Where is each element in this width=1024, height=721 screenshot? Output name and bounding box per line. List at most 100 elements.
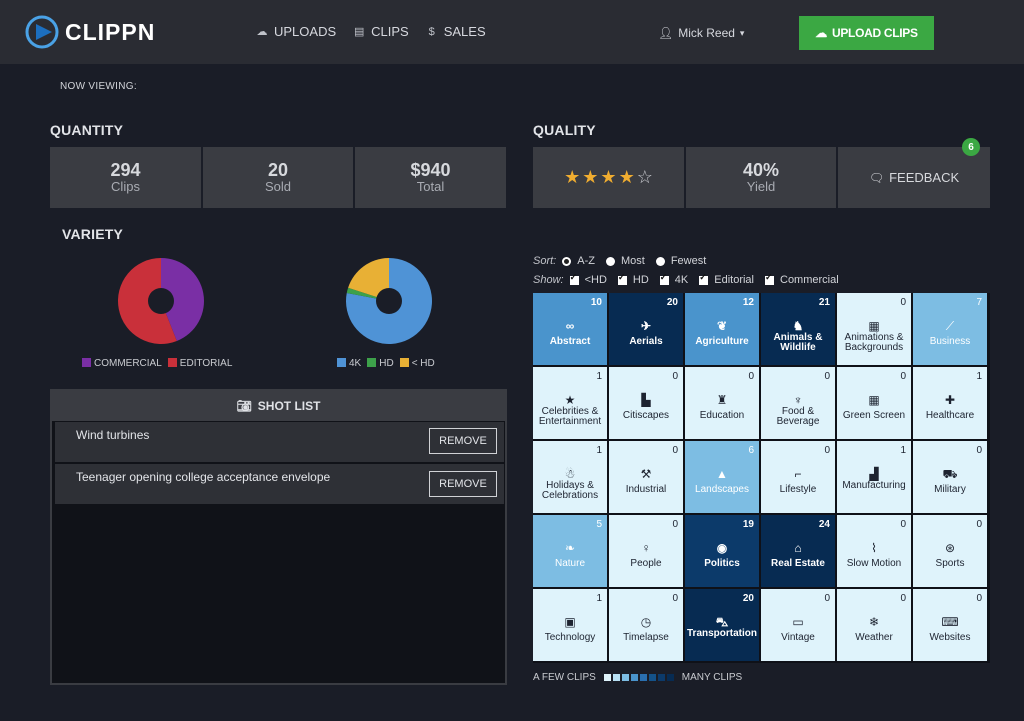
show-filter-label: <HD bbox=[584, 274, 607, 286]
category-tile-transportation[interactable]: 20 ⛍ Transportation bbox=[685, 589, 759, 661]
category-name: Nature bbox=[554, 558, 585, 569]
category-name: Citiscapes bbox=[622, 410, 670, 421]
category-tile-military[interactable]: 0 ⛟ Military bbox=[913, 441, 987, 513]
category-tile-sports[interactable]: 0 ⊛ Sports bbox=[913, 515, 987, 587]
color-scale-legend: A FEW CLIPS MANY CLIPS bbox=[533, 672, 742, 683]
legend-label: 4K bbox=[349, 358, 362, 369]
nav-label: UPLOADS bbox=[274, 24, 337, 39]
medkit-icon: ✚ bbox=[944, 393, 956, 407]
show-filter-option[interactable]: <HD bbox=[569, 272, 607, 286]
remove-button[interactable]: REMOVE bbox=[429, 428, 497, 454]
sort-option-fewest[interactable]: Fewest bbox=[655, 255, 707, 267]
line-chart-icon: ⟋ bbox=[945, 319, 955, 333]
stat-rating: ★ ★ ★ ★ ☆ bbox=[533, 147, 684, 208]
checkbox[interactable] bbox=[699, 272, 709, 285]
resolution-pie-chart bbox=[346, 258, 432, 344]
category-tile-manufacturing[interactable]: 1 ▟ Manufacturing bbox=[837, 441, 911, 513]
show-filter-option[interactable]: Editorial bbox=[699, 272, 754, 286]
feedback-label: FEEDBACK bbox=[889, 170, 960, 185]
upload-clips-label: UPLOAD CLIPS bbox=[831, 26, 918, 40]
scale-low-label: A FEW CLIPS bbox=[533, 672, 596, 683]
category-tile-slow-motion[interactable]: 0 ⌇ Slow Motion bbox=[837, 515, 911, 587]
category-tile-landscapes[interactable]: 6 ▲ Landscapes bbox=[685, 441, 759, 513]
category-name: Education bbox=[699, 410, 745, 421]
legend-label: EDITORIAL bbox=[179, 358, 233, 369]
legend-swatch bbox=[399, 358, 409, 367]
checkbox[interactable] bbox=[765, 272, 774, 285]
scale-swatch bbox=[603, 674, 611, 681]
stat-clips: 294 Clips bbox=[50, 147, 201, 208]
sort-option-a-z[interactable]: A-Z bbox=[562, 255, 595, 267]
type-pie-slice-editorial bbox=[118, 258, 177, 344]
sort-option-label: Fewest bbox=[670, 255, 707, 267]
feedback-button[interactable]: 🗨︎ FEEDBACK 6 bbox=[838, 138, 990, 208]
category-tile-citiscapes[interactable]: 0 ▙ Citiscapes bbox=[609, 367, 683, 439]
category-tile-real-estate[interactable]: 24 ⌂ Real Estate bbox=[761, 515, 835, 587]
remove-button[interactable]: REMOVE bbox=[429, 471, 497, 497]
nav-uploads[interactable]: ☁ UPLOADS bbox=[255, 24, 337, 39]
category-tile-people[interactable]: 0 ♀ People bbox=[609, 515, 683, 587]
user-menu[interactable]: 👤︎ Mick Reed ▾ bbox=[658, 26, 744, 40]
home-icon: ⌂ bbox=[794, 541, 802, 555]
clip-count: 24 bbox=[818, 519, 830, 530]
nav-clips[interactable]: ▤ CLIPS bbox=[352, 24, 409, 39]
brand-name: CLIPPN bbox=[65, 19, 155, 45]
category-tile-abstract[interactable]: 10 ∞ Abstract bbox=[533, 293, 607, 365]
category-name: Healthcare bbox=[925, 410, 975, 421]
category-tile-holidays-celebrations[interactable]: 1 ☃ Holidays & Celebrations bbox=[533, 441, 607, 513]
category-tile-timelapse[interactable]: 0 ◷ Timelapse bbox=[609, 589, 683, 661]
show-filter-option[interactable]: 4K bbox=[659, 272, 688, 286]
clip-count: 7 bbox=[976, 297, 982, 308]
scale-swatch bbox=[657, 674, 665, 681]
category-name: Lifestyle bbox=[779, 484, 817, 495]
category-name: Abstract bbox=[549, 336, 591, 347]
category-tile-agriculture[interactable]: 12 ❦ Agriculture bbox=[685, 293, 759, 365]
clips-label: Clips bbox=[111, 178, 140, 194]
radio-button[interactable] bbox=[605, 256, 615, 266]
category-tile-business[interactable]: 7 ⟋ Business bbox=[913, 293, 987, 365]
clip-count: 0 bbox=[900, 519, 906, 530]
clip-count: 0 bbox=[900, 297, 906, 308]
category-tile-industrial[interactable]: 0 ⚒ Industrial bbox=[609, 441, 683, 513]
category-tile-nature[interactable]: 5 ❧ Nature bbox=[533, 515, 607, 587]
category-tile-vintage[interactable]: 0 ▭ Vintage bbox=[761, 589, 835, 661]
category-tile-green-screen[interactable]: 0 ▦ Green Screen bbox=[837, 367, 911, 439]
snowflake-icon: ❄ bbox=[868, 615, 880, 629]
show-filter-option[interactable]: Commercial bbox=[765, 272, 839, 286]
radio-button[interactable] bbox=[562, 256, 572, 266]
globe-icon: ◉ bbox=[716, 541, 728, 555]
category-tile-weather[interactable]: 0 ❄ Weather bbox=[837, 589, 911, 661]
upload-clips-button[interactable]: ☁ UPLOAD CLIPS bbox=[799, 16, 934, 50]
category-tile-politics[interactable]: 19 ◉ Politics bbox=[685, 515, 759, 587]
camera-icon: 📷︎ bbox=[236, 399, 252, 413]
show-filter-option[interactable]: HD bbox=[617, 272, 649, 286]
category-tile-celebrities-entertainment[interactable]: 1 ★ Celebrities & Entertainment bbox=[533, 367, 607, 439]
checkbox[interactable] bbox=[617, 272, 627, 285]
sort-option-most[interactable]: Most bbox=[605, 255, 645, 267]
category-tile-technology[interactable]: 1 ▣ Technology bbox=[533, 589, 607, 661]
feedback-count-badge: 6 bbox=[962, 138, 980, 156]
radio-button[interactable] bbox=[655, 256, 665, 266]
scale-high-label: MANY CLIPS bbox=[681, 672, 743, 683]
category-name: Military bbox=[934, 484, 966, 495]
film-icon: ▦ bbox=[868, 319, 880, 333]
category-tile-food-beverage[interactable]: 0 ♆ Food & Beverage bbox=[761, 367, 835, 439]
category-tile-aerials[interactable]: 20 ✈ Aerials bbox=[609, 293, 683, 365]
legend-label: HD bbox=[379, 358, 394, 369]
category-tile-lifestyle[interactable]: 0 ⌐ Lifestyle bbox=[761, 441, 835, 513]
category-name: Weather bbox=[855, 632, 893, 643]
checkbox[interactable] bbox=[569, 272, 579, 285]
clippn-logo[interactable]: CLIPPN bbox=[25, 13, 200, 51]
nav-sales[interactable]: $ SALES bbox=[425, 24, 486, 39]
checkbox[interactable] bbox=[659, 272, 669, 285]
clip-count: 12 bbox=[742, 297, 754, 308]
clip-count: 21 bbox=[818, 297, 830, 308]
category-tile-animals-wildlife[interactable]: 21 ♞ Animals & Wildlife bbox=[761, 293, 835, 365]
category-tile-education[interactable]: 0 ♜ Education bbox=[685, 367, 759, 439]
category-name: Slow Motion bbox=[846, 558, 902, 569]
category-tile-healthcare[interactable]: 1 ✚ Healthcare bbox=[913, 367, 987, 439]
category-tile-websites[interactable]: 0 ⌨ Websites bbox=[913, 589, 987, 661]
now-viewing-label: NOW VIEWING: bbox=[60, 81, 137, 92]
category-tile-animations-backgrounds[interactable]: 0 ▦ Animations & Backgrounds bbox=[837, 293, 911, 365]
tank-icon: ⛟ bbox=[942, 467, 958, 481]
